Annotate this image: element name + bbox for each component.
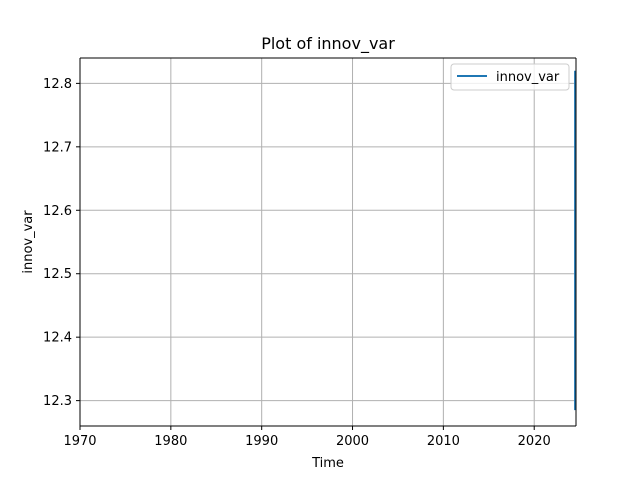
x-tick-label: 2000 — [336, 434, 369, 449]
x-ticks: 1970 1980 1990 2000 2010 2020 — [63, 426, 551, 449]
y-axis-label: innov_var — [21, 210, 36, 274]
legend-box — [450, 63, 570, 91]
x-tick-label: 2020 — [518, 434, 551, 449]
y-tick-label: 12.3 — [43, 394, 72, 409]
y-tick-label: 12.5 — [43, 267, 72, 282]
legend-label-innov-var: innov_var — [496, 70, 560, 85]
y-tick-label: 12.7 — [43, 140, 72, 155]
grid — [79, 58, 576, 426]
x-axis-label: Time — [311, 456, 344, 471]
y-tick-label: 12.6 — [43, 204, 72, 219]
x-tick-label: 1990 — [245, 434, 278, 449]
legend: innov_var — [450, 63, 570, 91]
y-tick-label: 12.8 — [43, 77, 72, 92]
x-tick-label: 2010 — [427, 434, 460, 449]
chart-title: Plot of innov_var — [261, 34, 395, 54]
y-tick-label: 12.4 — [43, 331, 72, 346]
y-ticks: 12.3 12.4 12.5 12.6 12.7 12.8 — [43, 77, 80, 409]
x-tick-label: 1970 — [63, 434, 96, 449]
axes-frame — [79, 57, 577, 427]
x-tick-label: 1980 — [154, 434, 187, 449]
